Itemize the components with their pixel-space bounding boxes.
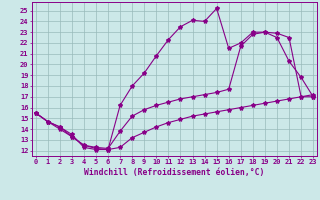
- X-axis label: Windchill (Refroidissement éolien,°C): Windchill (Refroidissement éolien,°C): [84, 168, 265, 177]
